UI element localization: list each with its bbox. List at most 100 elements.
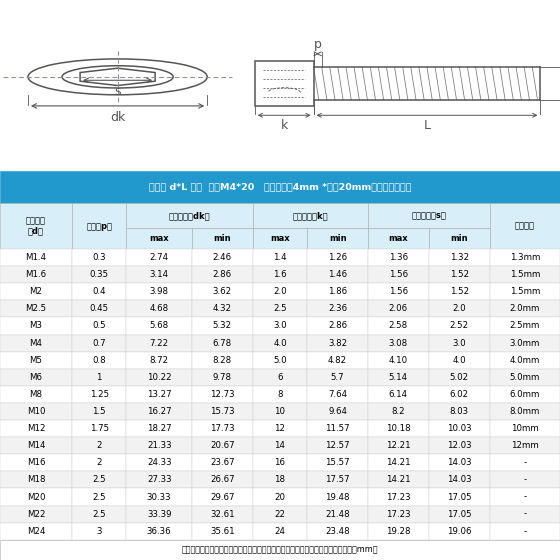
Bar bbox=[368, 454, 429, 472]
Bar bbox=[429, 437, 489, 454]
Bar bbox=[489, 249, 560, 266]
Text: 1.5: 1.5 bbox=[92, 407, 106, 416]
Text: 0.8: 0.8 bbox=[92, 356, 106, 365]
Text: 5.7: 5.7 bbox=[331, 373, 344, 382]
Bar bbox=[0, 171, 560, 203]
Bar bbox=[127, 420, 192, 437]
Bar bbox=[0, 420, 72, 437]
Bar bbox=[72, 368, 127, 386]
Text: 1.4: 1.4 bbox=[273, 253, 287, 262]
Bar bbox=[253, 266, 307, 283]
Text: -: - bbox=[523, 527, 526, 536]
Text: M24: M24 bbox=[27, 527, 45, 536]
Bar bbox=[307, 437, 368, 454]
Bar bbox=[127, 437, 192, 454]
Bar bbox=[429, 318, 489, 334]
Bar bbox=[72, 352, 127, 368]
Bar bbox=[253, 420, 307, 437]
Text: 1.52: 1.52 bbox=[450, 287, 469, 296]
Bar bbox=[192, 403, 253, 420]
Bar bbox=[72, 454, 127, 472]
Text: 9.78: 9.78 bbox=[213, 373, 232, 382]
Bar bbox=[307, 506, 368, 522]
Text: 1.56: 1.56 bbox=[389, 287, 408, 296]
Text: 10: 10 bbox=[274, 407, 286, 416]
Bar bbox=[307, 472, 368, 488]
Bar bbox=[489, 334, 560, 352]
Text: 6.14: 6.14 bbox=[389, 390, 408, 399]
Bar bbox=[0, 437, 72, 454]
Text: 17.23: 17.23 bbox=[386, 510, 410, 519]
Text: 17.05: 17.05 bbox=[447, 510, 472, 519]
Text: L: L bbox=[423, 119, 431, 132]
Text: 2.74: 2.74 bbox=[150, 253, 169, 262]
Text: 1.6: 1.6 bbox=[273, 270, 287, 279]
Bar bbox=[489, 203, 560, 249]
Text: min: min bbox=[329, 234, 347, 243]
Text: 0.45: 0.45 bbox=[90, 305, 109, 314]
Text: 3.14: 3.14 bbox=[150, 270, 169, 279]
Text: 11.57: 11.57 bbox=[325, 424, 350, 433]
Text: 12mm: 12mm bbox=[511, 441, 539, 450]
Bar bbox=[253, 472, 307, 488]
Bar bbox=[253, 403, 307, 420]
Bar bbox=[429, 386, 489, 403]
Bar bbox=[0, 249, 72, 266]
Text: M8: M8 bbox=[30, 390, 43, 399]
Text: 10.18: 10.18 bbox=[386, 424, 410, 433]
Text: 8.72: 8.72 bbox=[150, 356, 169, 365]
Bar bbox=[307, 368, 368, 386]
Bar bbox=[307, 334, 368, 352]
Bar bbox=[429, 266, 489, 283]
Text: 32.61: 32.61 bbox=[210, 510, 235, 519]
Text: 8.28: 8.28 bbox=[213, 356, 232, 365]
Text: 17.73: 17.73 bbox=[210, 424, 235, 433]
Bar bbox=[72, 283, 127, 300]
Text: 1.56: 1.56 bbox=[389, 270, 408, 279]
Bar bbox=[368, 368, 429, 386]
Bar bbox=[255, 62, 314, 106]
Bar bbox=[368, 506, 429, 522]
Text: dk: dk bbox=[110, 111, 125, 124]
Bar bbox=[72, 506, 127, 522]
Text: 1.5mm: 1.5mm bbox=[510, 287, 540, 296]
Text: 1: 1 bbox=[96, 373, 102, 382]
Text: 10.03: 10.03 bbox=[447, 424, 472, 433]
Text: 16: 16 bbox=[274, 458, 286, 467]
Bar bbox=[0, 352, 72, 368]
Bar bbox=[253, 228, 307, 249]
Text: 3.82: 3.82 bbox=[328, 339, 347, 348]
Bar bbox=[368, 386, 429, 403]
Text: k: k bbox=[281, 119, 288, 132]
Text: M5: M5 bbox=[30, 356, 43, 365]
Text: 5.14: 5.14 bbox=[389, 373, 408, 382]
Text: 8.0mm: 8.0mm bbox=[510, 407, 540, 416]
Text: M20: M20 bbox=[27, 492, 45, 502]
Bar bbox=[0, 300, 72, 318]
Bar bbox=[127, 522, 192, 540]
Text: 4.0: 4.0 bbox=[273, 339, 287, 348]
Text: 0.5: 0.5 bbox=[92, 321, 106, 330]
Bar bbox=[429, 420, 489, 437]
Text: 2: 2 bbox=[96, 441, 102, 450]
Text: 3.0: 3.0 bbox=[452, 339, 466, 348]
Bar bbox=[0, 403, 72, 420]
Text: s: s bbox=[114, 85, 121, 99]
Text: -: - bbox=[523, 475, 526, 484]
Bar bbox=[72, 386, 127, 403]
Bar bbox=[489, 368, 560, 386]
Bar bbox=[192, 488, 253, 506]
Text: 35.61: 35.61 bbox=[210, 527, 235, 536]
Text: 15.57: 15.57 bbox=[325, 458, 350, 467]
Bar bbox=[72, 334, 127, 352]
Bar bbox=[307, 283, 368, 300]
Text: 2.0: 2.0 bbox=[273, 287, 287, 296]
Text: 3.62: 3.62 bbox=[213, 287, 232, 296]
Text: 21.48: 21.48 bbox=[325, 510, 350, 519]
Bar bbox=[0, 283, 72, 300]
Bar bbox=[307, 318, 368, 334]
Text: 9.64: 9.64 bbox=[328, 407, 347, 416]
Bar bbox=[489, 403, 560, 420]
Bar bbox=[253, 318, 307, 334]
Text: M2.5: M2.5 bbox=[25, 305, 46, 314]
